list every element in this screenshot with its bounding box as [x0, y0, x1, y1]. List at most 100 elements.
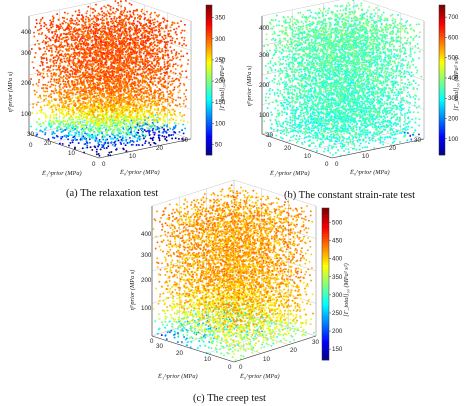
scatter-point	[144, 140, 147, 143]
scatter-point	[148, 111, 151, 114]
scatter-point	[77, 142, 80, 145]
scatter-point	[144, 86, 147, 89]
scatter-point	[146, 25, 148, 28]
scatter-point	[148, 114, 151, 117]
scatter-point	[96, 117, 99, 120]
scatter-point	[158, 99, 161, 102]
scatter-point	[134, 93, 137, 96]
scatter-point	[92, 25, 95, 28]
scatter-point	[66, 89, 69, 92]
scatter-point	[121, 116, 124, 119]
scatter-point	[106, 10, 109, 13]
scatter-point	[91, 56, 94, 59]
scatter-point	[131, 134, 134, 137]
scatter-point	[78, 11, 81, 14]
scatter-point	[144, 80, 147, 83]
scatter-point	[140, 55, 142, 58]
scatter-point	[77, 82, 80, 85]
scatter-point	[127, 72, 130, 75]
scatter-point	[165, 25, 168, 28]
scatter-point	[135, 33, 138, 36]
scatter-point	[110, 45, 113, 48]
scatter-point	[51, 36, 54, 39]
scatter-point	[89, 63, 92, 66]
scatter-point	[97, 94, 100, 97]
scatter-point	[76, 54, 79, 56]
scatter-point	[153, 44, 156, 46]
scatter-point	[82, 46, 85, 49]
scatter-point	[72, 136, 75, 139]
scatter-point	[60, 54, 63, 57]
scatter-point	[80, 128, 83, 131]
scatter-point	[130, 95, 133, 98]
scatter-point	[121, 22, 124, 24]
scatter-point	[148, 124, 151, 127]
scatter-point	[113, 135, 116, 138]
scatter-point	[102, 41, 105, 44]
scatter-point	[71, 129, 74, 132]
scatter-point	[162, 17, 165, 20]
scatter-point	[149, 137, 152, 140]
scatter-point	[157, 62, 160, 65]
scatter-point	[84, 54, 87, 57]
scatter-point	[171, 77, 174, 80]
scatter-point	[160, 40, 163, 43]
scatter-point	[66, 12, 69, 15]
scatter-point	[76, 129, 79, 132]
scatter-point	[159, 76, 162, 79]
scatter-point	[175, 51, 178, 54]
scatter-point	[183, 39, 186, 42]
scatter-point	[119, 90, 122, 93]
scatter-point	[86, 142, 89, 144]
scatter-point	[118, 99, 121, 101]
scatter-point	[116, 116, 119, 119]
scatter-point	[72, 92, 75, 95]
scatter-point	[153, 104, 156, 106]
scatter-point	[74, 138, 77, 141]
scatter-point	[134, 132, 137, 135]
scatter-point	[185, 89, 188, 92]
scatter-point	[75, 116, 78, 119]
scatter-point	[124, 53, 127, 56]
scatter-point	[99, 18, 102, 21]
scatter-point	[168, 63, 171, 66]
scatter-point	[126, 131, 129, 134]
scatter-point	[119, 0, 122, 3]
scatter-point	[103, 82, 106, 85]
scatter-point	[158, 139, 161, 142]
scatter-point	[77, 29, 80, 32]
scatter-point	[84, 113, 87, 116]
scatter-point	[176, 86, 179, 88]
scatter-point	[69, 59, 72, 62]
scatter-point	[65, 94, 68, 97]
scatter-point	[144, 134, 147, 137]
scatter-point	[115, 96, 118, 99]
scatter-point	[73, 35, 76, 38]
scatter-point	[57, 80, 60, 83]
scatter-point	[127, 93, 130, 96]
scatter-point	[150, 12, 153, 14]
scatter-point	[121, 24, 124, 27]
scatter-point	[150, 34, 153, 37]
scatter-point	[36, 112, 39, 115]
scatter-point	[128, 141, 131, 144]
scatter-point	[87, 39, 89, 42]
scatter-point	[154, 36, 157, 39]
scatter-point	[109, 86, 112, 89]
scatter-point	[164, 43, 167, 45]
scatter-point	[174, 126, 177, 129]
scatter-point	[175, 57, 178, 60]
scatter-point	[113, 26, 116, 29]
scatter-point	[69, 73, 72, 76]
scatter-point	[167, 95, 170, 98]
scatter-point	[133, 120, 136, 123]
scatter-point	[141, 122, 144, 125]
scatter-point	[118, 34, 121, 37]
scatter-point	[127, 62, 130, 65]
scatter-point	[149, 38, 151, 40]
scatter-point	[75, 113, 78, 115]
scatter-point	[50, 44, 52, 47]
scatter-point	[175, 33, 178, 36]
grid-line	[28, 0, 108, 17]
scatter-point	[142, 97, 145, 100]
